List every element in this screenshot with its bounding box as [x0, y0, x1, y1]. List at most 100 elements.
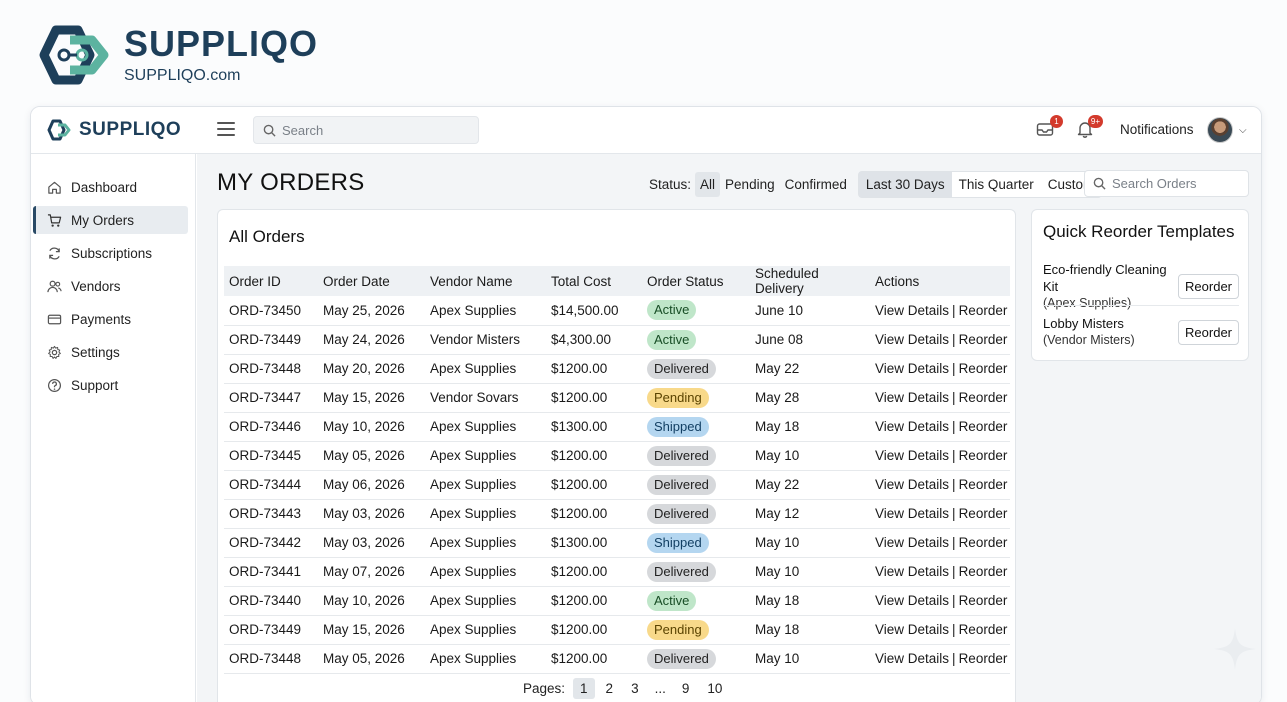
order-date-cell: May 10, 2026	[318, 586, 425, 616]
view-details-link[interactable]: View Details	[875, 506, 950, 521]
topbar-logo[interactable]: SUPPLIQO	[45, 119, 181, 141]
reorder-link[interactable]: Reorder	[958, 622, 1008, 637]
date-filter-last-30-days[interactable]: Last 30 Days	[858, 172, 952, 197]
view-details-link[interactable]: View Details	[875, 419, 950, 434]
reorder-link[interactable]: Reorder	[958, 535, 1008, 550]
sidebar-item-dashboard[interactable]: Dashboard	[33, 173, 188, 201]
notifications-label[interactable]: Notifications	[1120, 122, 1194, 137]
order-id-cell: ORD-73448	[224, 354, 318, 384]
view-details-link[interactable]: View Details	[875, 448, 950, 463]
table-row[interactable]: ORD-73442 May 03, 2026 Apex Supplies $1300.…	[224, 528, 1010, 558]
avatar[interactable]	[1207, 117, 1233, 143]
page-10-button[interactable]: 10	[707, 681, 723, 696]
date-filter-this-quarter[interactable]: This Quarter	[958, 177, 1034, 192]
date-filter-custom[interactable]: Custom	[1047, 177, 1095, 192]
table-row[interactable]: ORD-73440 May 10, 2026 Apex Supplies $1200.…	[224, 586, 1010, 616]
order-status-cell: Delivered	[642, 499, 750, 529]
view-details-link[interactable]: View Details	[875, 622, 950, 637]
table-row[interactable]: ORD-73447 May 15, 2026 Vendor Sovars $1200.…	[224, 383, 1010, 413]
reorder-link[interactable]: Reorder	[958, 593, 1008, 608]
view-details-link[interactable]: View Details	[875, 593, 950, 608]
reorder-link[interactable]: Reorder	[958, 361, 1008, 376]
reorder-link[interactable]: Reorder	[958, 302, 1008, 318]
table-row[interactable]: ORD-73448 May 20, 2026 Apex Supplies $1200.…	[224, 354, 1010, 384]
brand-name: SUPPLIQO	[124, 23, 319, 64]
table-row[interactable]: ORD-73449 May 15, 2026 Apex Supplies $1200.…	[224, 615, 1010, 645]
actions-cell: View Details | Reorder	[870, 557, 1010, 587]
total-cost-cell: $1300.00	[546, 528, 642, 558]
page-3-button[interactable]: 3	[631, 681, 639, 696]
sidebar-item-my-orders[interactable]: My Orders	[33, 206, 188, 234]
view-details-link[interactable]: View Details	[875, 361, 950, 376]
table-row[interactable]: ORD-73449 May 24, 2026 Vendor Misters $4,30…	[224, 325, 1010, 355]
view-details-link[interactable]: View Details	[875, 302, 950, 318]
inbox-button[interactable]: 1	[1035, 115, 1063, 141]
global-search[interactable]	[253, 116, 479, 144]
menu-toggle-button[interactable]	[217, 122, 235, 138]
page-9-button[interactable]: 9	[681, 681, 690, 696]
template-item: Eco-friendly Cleaning Kit (Apex Supplies…	[1043, 261, 1239, 312]
column-header[interactable]: Order ID	[229, 273, 281, 289]
view-details-link[interactable]: View Details	[875, 332, 950, 347]
column-header[interactable]: Order Date	[323, 273, 390, 289]
sidebar-item-subscriptions[interactable]: Subscriptions	[33, 239, 188, 267]
search-input[interactable]	[282, 122, 462, 138]
actions-cell: View Details | Reorder	[870, 528, 1010, 558]
scheduled-delivery-cell: June 08	[750, 325, 870, 355]
page-1-button[interactable]: 1	[573, 678, 595, 699]
view-details-link[interactable]: View Details	[875, 651, 950, 666]
view-details-link[interactable]: View Details	[875, 477, 950, 492]
sparkle-icon	[1214, 628, 1256, 670]
order-date-cell: May 15, 2026	[318, 615, 425, 645]
view-details-link[interactable]: View Details	[875, 564, 950, 579]
reorder-link[interactable]: Reorder	[958, 477, 1008, 492]
status-filter-all[interactable]: All	[695, 172, 721, 197]
pagination-ellipsis: ...	[654, 681, 666, 696]
chevron-down-icon[interactable]: ⌵	[1239, 125, 1247, 136]
reorder-link[interactable]: Reorder	[958, 332, 1008, 347]
orders-search-input[interactable]	[1112, 176, 1242, 191]
table-row[interactable]: ORD-73446 May 10, 2026 Apex Supplies $1300.…	[224, 412, 1010, 442]
orders-search[interactable]	[1084, 170, 1249, 197]
sidebar-item-vendors[interactable]: Vendors	[33, 272, 188, 300]
total-cost-cell: $1200.00	[546, 383, 642, 413]
reorder-link[interactable]: Reorder	[958, 564, 1008, 579]
table-row[interactable]: ORD-73448 May 05, 2026 Apex Supplies $1200.…	[224, 644, 1010, 674]
reorder-button[interactable]: Reorder	[1178, 319, 1239, 345]
table-row[interactable]: ORD-73444 May 06, 2026 Apex Supplies $1200.…	[224, 470, 1010, 500]
sidebar-item-support[interactable]: Support	[33, 371, 188, 399]
reorder-link[interactable]: Reorder	[958, 419, 1008, 434]
column-header[interactable]: Vendor Name	[430, 273, 513, 289]
column-header[interactable]: Total Cost	[551, 273, 612, 289]
sidebar-item-payments[interactable]: Payments	[33, 305, 188, 333]
status-badge: Active	[647, 590, 697, 611]
view-details-link[interactable]: View Details	[875, 390, 950, 405]
sidebar-item-settings[interactable]: Settings	[33, 338, 188, 366]
page-2-button[interactable]: 2	[605, 681, 614, 696]
reorder-link[interactable]: Reorder	[958, 448, 1008, 463]
reorder-button[interactable]: Reorder	[1178, 274, 1239, 299]
action-separator: |	[952, 506, 956, 521]
column-header[interactable]: Actions	[875, 273, 920, 289]
reorder-link[interactable]: Reorder	[958, 506, 1008, 521]
bell-button[interactable]: 9+	[1075, 115, 1103, 141]
column-header[interactable]: Order Status	[647, 273, 724, 289]
order-id-cell: ORD-73448	[224, 644, 318, 674]
column-header[interactable]: Scheduled Delivery	[755, 266, 819, 296]
table-row[interactable]: ORD-73450 May 25, 2026 Apex Supplies $14,50…	[224, 296, 1010, 326]
reorder-link[interactable]: Reorder	[958, 390, 1008, 405]
action-separator: |	[952, 302, 956, 318]
table-row[interactable]: ORD-73445 May 05, 2026 Apex Supplies $1200.…	[224, 441, 1010, 471]
table-row[interactable]: ORD-73441 May 07, 2026 Apex Supplies $1200.…	[224, 557, 1010, 587]
view-details-link[interactable]: View Details	[875, 535, 950, 550]
status-badge: Delivered	[647, 503, 716, 524]
vendor-name-cell: Apex Supplies	[425, 528, 546, 558]
status-filter-pending[interactable]: Pending	[725, 177, 775, 192]
reorder-link[interactable]: Reorder	[958, 651, 1008, 666]
order-status-cell: Pending	[642, 383, 750, 413]
order-date-cell: May 05, 2026	[318, 441, 425, 471]
status-filter-confirmed[interactable]: Confirmed	[784, 177, 847, 192]
status-badge: Delivered	[647, 474, 716, 495]
actions-cell: View Details | Reorder	[870, 412, 1010, 442]
table-row[interactable]: ORD-73443 May 03, 2026 Apex Supplies $1200.…	[224, 499, 1010, 529]
